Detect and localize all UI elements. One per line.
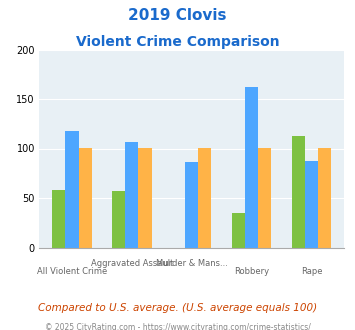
Bar [78, 148, 92, 248]
Text: Aggravated Assault: Aggravated Assault [91, 259, 173, 268]
Bar [305, 161, 318, 248]
Text: Robbery: Robbery [234, 267, 269, 276]
Text: Murder & Mans...: Murder & Mans... [156, 259, 228, 268]
Bar [318, 148, 331, 248]
Bar [112, 191, 125, 248]
Text: Compared to U.S. average. (U.S. average equals 100): Compared to U.S. average. (U.S. average … [38, 303, 317, 313]
Bar [185, 162, 198, 248]
Bar [52, 190, 65, 248]
Bar [65, 131, 78, 248]
Bar [138, 148, 152, 248]
Text: © 2025 CityRating.com - https://www.cityrating.com/crime-statistics/: © 2025 CityRating.com - https://www.city… [45, 323, 310, 330]
Text: All Violent Crime: All Violent Crime [37, 267, 107, 276]
Text: Rape: Rape [301, 267, 322, 276]
Bar [292, 136, 305, 248]
Text: 2019 Clovis: 2019 Clovis [128, 8, 227, 23]
Bar [245, 87, 258, 248]
Bar [258, 148, 271, 248]
Bar [232, 213, 245, 248]
Text: Violent Crime Comparison: Violent Crime Comparison [76, 35, 279, 49]
Legend: Clovis, California, National: Clovis, California, National [58, 328, 326, 330]
Bar [198, 148, 212, 248]
Bar [125, 142, 138, 248]
